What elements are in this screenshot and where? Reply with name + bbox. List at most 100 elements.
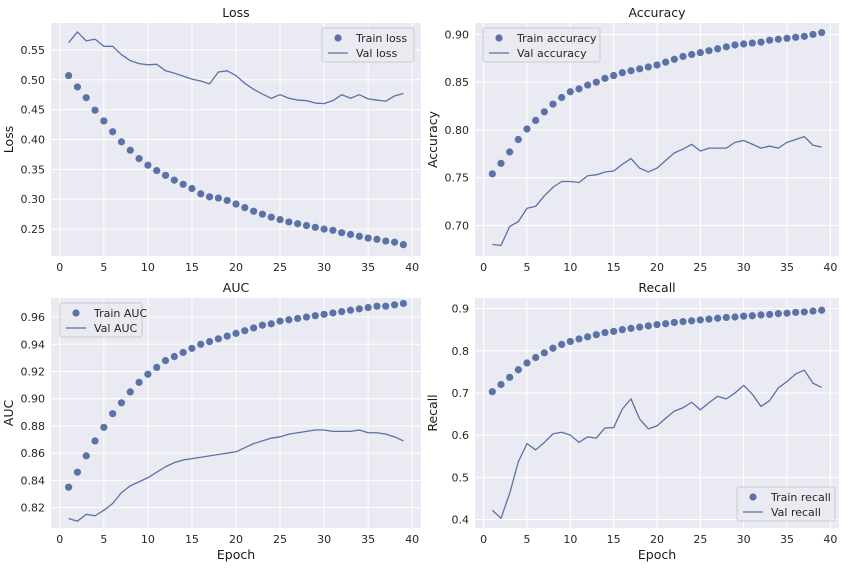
data-point [566, 88, 574, 96]
data-point [722, 43, 730, 51]
y-tick-label: 0.55 [21, 44, 46, 57]
data-point [592, 331, 600, 339]
series-line-val-accuracy [492, 135, 822, 247]
data-point [748, 312, 756, 320]
legend-marker-swatch [749, 493, 757, 501]
data-point [740, 40, 748, 48]
legend-marker-swatch [72, 309, 80, 317]
series-line-val-recall [491, 369, 822, 519]
data-point [488, 388, 496, 396]
x-tick-label: 40 [405, 261, 419, 274]
x-tick-label: 35 [780, 261, 794, 274]
data-point [800, 308, 808, 316]
y-tick-label: 0.82 [21, 502, 46, 515]
x-tick-label: 20 [650, 261, 664, 274]
data-point [714, 45, 722, 53]
data-point [688, 50, 696, 59]
data-point [311, 223, 319, 231]
data-point [679, 52, 687, 61]
data-point [267, 320, 275, 328]
x-tick-label: 20 [229, 533, 243, 546]
y-axis-label: Accuracy [425, 110, 440, 168]
legend: Train loss Val loss [321, 27, 415, 63]
data-point [338, 229, 346, 237]
x-tick-label: 5 [100, 261, 107, 274]
data-point [636, 65, 644, 73]
chart-title: Recall [638, 280, 675, 295]
y-tick-label: 0.75 [445, 172, 470, 185]
data-point [214, 194, 222, 202]
y-tick-label: 0.94 [21, 338, 46, 351]
x-tick-label: 0 [56, 261, 63, 274]
data-point [390, 301, 399, 309]
data-point [153, 363, 161, 372]
y-tick-label: 0.40 [21, 134, 46, 147]
x-tick-label: 25 [693, 261, 707, 274]
data-point [731, 41, 739, 49]
data-point [618, 69, 626, 77]
data-point [117, 399, 126, 407]
x-tick-label: 15 [607, 261, 621, 274]
legend-label: Val accuracy [517, 47, 587, 60]
x-tick-label: 35 [361, 261, 375, 274]
data-point [73, 468, 82, 476]
data-point [653, 320, 661, 329]
data-point [540, 108, 548, 116]
data-point [705, 47, 713, 55]
data-point [320, 310, 328, 318]
y-tick-label: 0.50 [21, 74, 46, 87]
data-point [783, 34, 791, 42]
data-point [267, 213, 275, 221]
data-point [65, 483, 73, 491]
data-point [258, 321, 267, 329]
x-tick-label: 5 [524, 533, 531, 546]
x-tick-label: 15 [185, 261, 199, 274]
y-tick-label: 0.6 [452, 429, 470, 442]
data-point [497, 380, 505, 389]
y-axis-label: AUC [1, 400, 16, 427]
data-point [223, 196, 231, 205]
legend-label: Train loss [355, 32, 407, 45]
data-point [809, 30, 817, 39]
data-point [800, 32, 808, 40]
data-point [285, 316, 293, 324]
data-point [497, 159, 505, 167]
y-tick-label: 0.9 [452, 303, 470, 316]
data-point [232, 329, 240, 337]
data-point [205, 193, 214, 201]
chart-panel-1: 0 5 10 15 20 25 30 35 40 0.25 0.30 0.35 0.40 0.45 0.50… [1, 5, 421, 274]
data-point [302, 221, 311, 230]
data-point [566, 337, 574, 346]
data-point [644, 322, 652, 330]
data-point [294, 314, 302, 323]
x-tick-label: 15 [607, 533, 621, 546]
x-tick-label: 30 [317, 261, 331, 274]
data-point [373, 302, 381, 310]
data-point [740, 312, 748, 320]
data-point [197, 340, 205, 348]
data-point [364, 234, 372, 242]
x-tick-label: 10 [141, 261, 155, 274]
legend: Train AUC Val AUC [59, 302, 147, 338]
y-axis-label: Recall [425, 394, 440, 431]
chart-title: Loss [222, 5, 249, 20]
data-point [135, 378, 143, 386]
x-tick-label: 0 [56, 533, 63, 546]
data-point [241, 327, 249, 335]
data-point [346, 230, 355, 239]
data-point [232, 200, 240, 208]
data-point [792, 308, 800, 316]
data-point [514, 366, 522, 374]
data-point [783, 309, 791, 317]
y-tick-label: 0.96 [21, 311, 46, 324]
y-tick-label: 0.85 [445, 76, 470, 89]
data-point [329, 226, 337, 234]
data-point [197, 190, 205, 198]
chart-panel-2: 0 5 10 15 20 25 30 35 40 0.70 0.75 0.80 0.85 0.90 Accu… [425, 5, 839, 274]
data-point [714, 314, 722, 322]
x-tick-label: 20 [650, 533, 664, 546]
legend-label: Train recall [770, 491, 831, 504]
data-point [818, 306, 826, 314]
data-point [679, 318, 687, 326]
data-point [757, 311, 765, 319]
